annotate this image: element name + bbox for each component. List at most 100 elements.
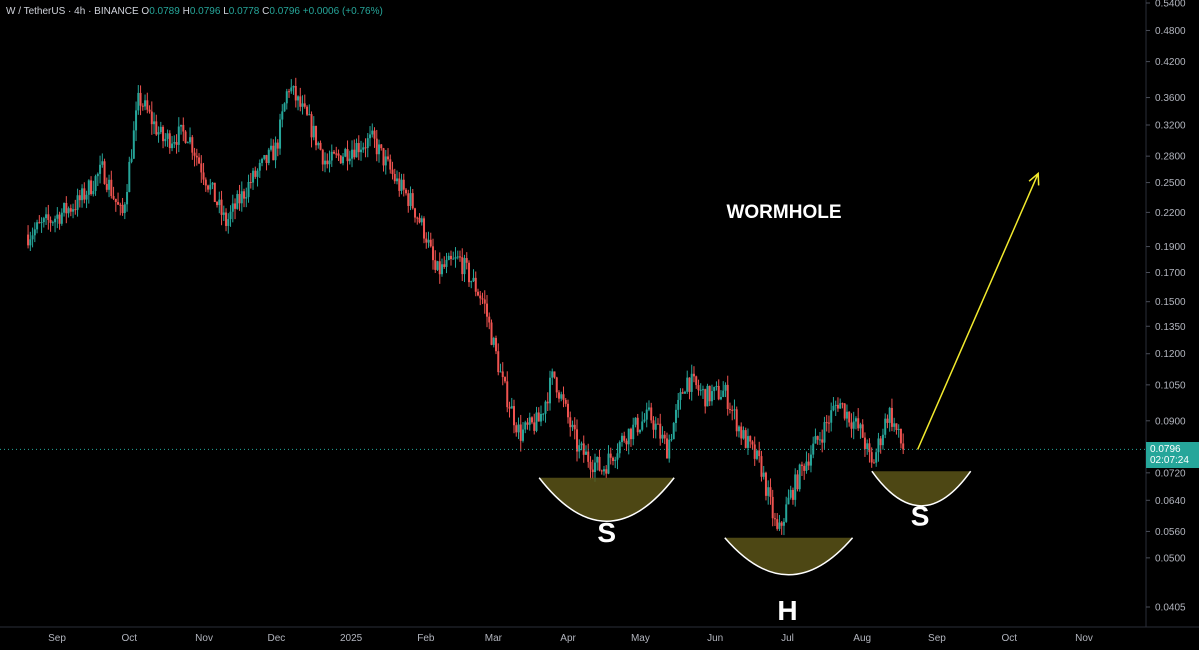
candle-body <box>177 126 180 145</box>
candle-body <box>735 409 738 432</box>
candle-body <box>416 217 419 219</box>
candle-body <box>724 384 727 391</box>
price-tick-label: 0.0720 <box>1155 468 1186 479</box>
candle-body <box>87 180 90 195</box>
candle-body <box>859 424 862 429</box>
candle-body <box>355 143 358 158</box>
candle-body <box>755 450 758 459</box>
candle-body <box>539 413 542 422</box>
arrow-head <box>1028 171 1040 186</box>
candle-body <box>663 434 666 439</box>
candle-body <box>130 158 133 162</box>
candle-body <box>542 413 545 415</box>
candle-body <box>366 138 369 148</box>
candle-body <box>47 214 50 220</box>
candle-body <box>114 198 117 203</box>
time-tick-label: Oct <box>122 633 138 644</box>
candle-body <box>852 421 855 429</box>
candle-body <box>191 137 194 153</box>
candle-body <box>393 174 396 182</box>
candle-body <box>450 255 453 260</box>
candle-body <box>157 132 160 135</box>
price-axis[interactable]: 0.5400 0.4800 0.4200 0.3600 0.3200 0.2800 0.25… <box>1145 0 1186 627</box>
candle-body <box>812 443 815 455</box>
candle-body <box>92 191 95 195</box>
time-tick-label: Aug <box>853 633 871 644</box>
candle-body <box>290 87 293 92</box>
candle-body <box>762 472 765 477</box>
candle-body <box>216 201 219 206</box>
head-and-shoulders-pattern <box>538 470 972 576</box>
candle-body <box>58 214 61 224</box>
candle-body <box>607 453 610 474</box>
candle-body <box>499 371 502 373</box>
candle-body <box>405 189 408 194</box>
candle-body <box>252 170 255 183</box>
time-tick-label: Sep <box>48 633 66 644</box>
candle-body <box>506 381 509 408</box>
price-tick-label: 0.3200 <box>1155 121 1186 132</box>
candle-body <box>868 443 871 453</box>
candle-body <box>135 110 138 131</box>
candle-body <box>459 256 462 258</box>
candle-body <box>317 142 320 146</box>
pattern-label: S <box>597 517 616 548</box>
open-label: O <box>141 6 150 17</box>
arrow-shaft <box>916 173 1039 450</box>
candle-body <box>753 444 756 459</box>
candle-body <box>548 377 551 404</box>
candle-body <box>866 443 869 450</box>
candle-body <box>902 443 905 450</box>
candle-body <box>90 180 93 195</box>
time-tick-label: Nov <box>195 633 213 644</box>
candle-body <box>850 422 853 429</box>
candle-body <box>382 148 385 166</box>
candle-body <box>643 419 646 422</box>
candle-body <box>231 203 234 212</box>
candle-body <box>60 212 63 224</box>
candle-body <box>710 391 713 402</box>
candle-body <box>690 373 693 392</box>
candle-body <box>566 403 569 418</box>
candle-body <box>40 222 43 224</box>
time-tick-label: Jun <box>707 633 723 644</box>
candle-body <box>256 170 259 177</box>
candle-body <box>229 211 232 220</box>
candle-body <box>544 401 547 414</box>
candle-body <box>351 149 354 159</box>
candle-body <box>519 424 522 441</box>
candle-body <box>510 406 513 409</box>
candle-body <box>650 407 653 421</box>
candle-body <box>481 298 484 300</box>
candle-body <box>94 176 97 192</box>
candle-body <box>398 178 401 191</box>
candle-body <box>310 114 313 138</box>
candle-body <box>677 399 680 410</box>
candle-body <box>778 522 781 529</box>
candle-body <box>629 428 632 440</box>
candle-body <box>602 469 605 472</box>
candles-layer <box>27 77 905 536</box>
candle-body <box>418 217 421 223</box>
candle-body <box>717 385 720 400</box>
candle-body <box>816 436 819 440</box>
candle-body <box>391 169 394 175</box>
candle-body <box>791 489 794 500</box>
candle-body <box>234 203 237 209</box>
low-label: L <box>223 6 229 17</box>
candle-body <box>321 149 324 165</box>
candle-body <box>67 208 70 214</box>
candle-body <box>407 193 410 206</box>
candle-body <box>796 474 799 490</box>
candle-body <box>501 371 504 378</box>
candle-body <box>537 412 540 422</box>
candle-body <box>186 142 189 144</box>
candle-body <box>387 156 390 160</box>
candle-body <box>258 162 261 171</box>
time-axis[interactable]: Sep Oct Nov Dec 2025 Feb Mar Apr May Jun Jul Aug Sep… <box>0 626 1199 644</box>
candle-body <box>495 337 498 352</box>
candle-body <box>319 142 322 150</box>
candle-body <box>670 439 673 441</box>
candle-body <box>96 173 99 177</box>
